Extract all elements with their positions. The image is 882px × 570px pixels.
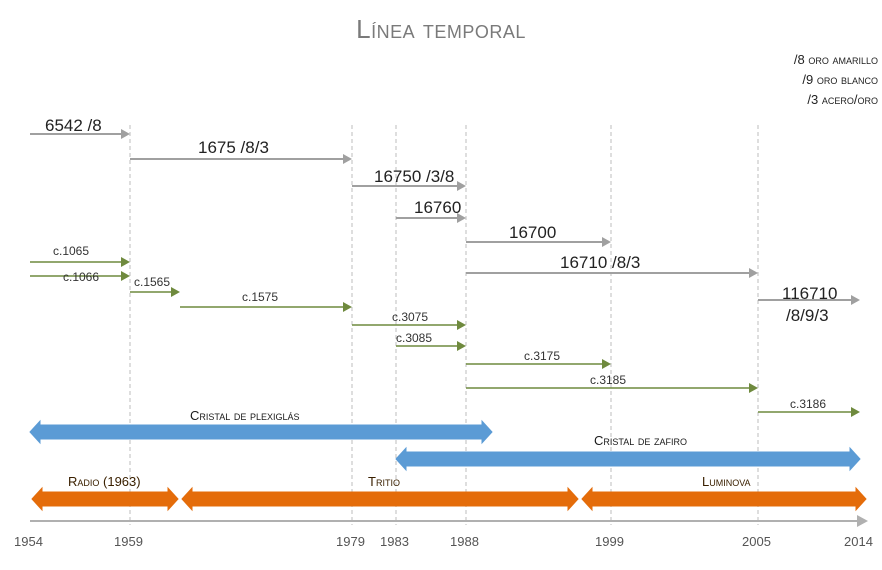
caliber-arrow-c3075-head bbox=[457, 320, 466, 330]
year-label-1999: 1999 bbox=[595, 534, 624, 549]
ref-label-6542: 6542 /8 bbox=[45, 116, 102, 135]
ref-arrow-2-head bbox=[457, 181, 466, 191]
ref-arrow-3-head bbox=[457, 213, 466, 223]
caliber-label-c1065: c.1065 bbox=[53, 244, 90, 258]
caliber-label-c1575: c.1575 bbox=[242, 290, 279, 304]
lume-band-0 bbox=[31, 486, 179, 512]
caliber-label-c3186: c.3186 bbox=[790, 397, 827, 411]
year-label-1983: 1983 bbox=[380, 534, 409, 549]
crystal-label-0: Cristal de plexiglás bbox=[190, 408, 300, 423]
year-label-2005: 2005 bbox=[742, 534, 771, 549]
ref-arrow-4-head bbox=[602, 237, 611, 247]
caliber-arrow-c1065-head bbox=[121, 257, 130, 267]
year-label-1954: 1954 bbox=[14, 534, 43, 549]
ref-label-116710-line2: /8/9/3 bbox=[786, 306, 829, 325]
ref-label-16760: 16760 bbox=[414, 198, 462, 217]
lume-band-1 bbox=[181, 486, 579, 512]
caliber-label-c1066: c.1066 bbox=[63, 270, 100, 284]
lume-label-0: Radio (1963) bbox=[68, 474, 141, 489]
ref-label-16750: 16750 /3/8 bbox=[374, 167, 455, 186]
year-label-1959: 1959 bbox=[114, 534, 143, 549]
caliber-label-c3075: c.3075 bbox=[392, 310, 429, 324]
ref-label-16700: 16700 bbox=[509, 223, 557, 242]
caliber-label-c1565: c.1565 bbox=[134, 275, 171, 289]
caliber-arrow-c3085-head bbox=[457, 341, 466, 351]
caliber-label-c3175: c.3175 bbox=[524, 349, 561, 363]
ref-label-16710: 16710 /8/3 bbox=[560, 253, 641, 272]
legend-item-steel-gold: /3 acero/oro bbox=[807, 92, 878, 107]
crystal-band-0 bbox=[29, 419, 493, 445]
legend: /8 oro amarillo /9 oro blanco /3 acero/o… bbox=[794, 50, 878, 110]
year-label-1979: 1979 bbox=[336, 534, 365, 549]
caliber-label-c3085: c.3085 bbox=[396, 331, 433, 345]
year-label-2014: 2014 bbox=[844, 534, 873, 549]
legend-item-white-gold: /9 oro blanco bbox=[802, 72, 878, 87]
ref-arrow-0-head bbox=[121, 129, 130, 139]
diagram-title: Línea temporal bbox=[356, 14, 526, 44]
axis-arrowhead bbox=[857, 515, 868, 527]
caliber-label-c3185: c.3185 bbox=[590, 373, 627, 387]
crystal-band-1 bbox=[395, 446, 861, 472]
caliber-arrow-c1066-head bbox=[121, 271, 130, 281]
caliber-arrow-c1575-head bbox=[343, 302, 352, 312]
lume-label-1: Tritio bbox=[368, 474, 400, 489]
caliber-arrow-c3186-head bbox=[851, 407, 860, 417]
caliber-arrow-c3175-head bbox=[602, 359, 611, 369]
year-label-1988: 1988 bbox=[450, 534, 479, 549]
ref-arrow-1-head bbox=[343, 154, 352, 164]
ref-label-1675: 1675 /8/3 bbox=[198, 138, 269, 157]
crystal-label-1: Cristal de zafiro bbox=[594, 433, 687, 448]
caliber-arrow-c1565-head bbox=[171, 287, 180, 297]
lume-label-2: Luminova bbox=[702, 474, 751, 489]
lume-band-2 bbox=[581, 486, 867, 512]
ref-arrow-6-head bbox=[851, 295, 860, 305]
legend-item-yellow-gold: /8 oro amarillo bbox=[793, 52, 878, 67]
ref-label-116710: 116710 bbox=[782, 284, 838, 303]
ref-arrow-5-head bbox=[749, 268, 758, 278]
caliber-arrow-c3185-head bbox=[749, 383, 758, 393]
